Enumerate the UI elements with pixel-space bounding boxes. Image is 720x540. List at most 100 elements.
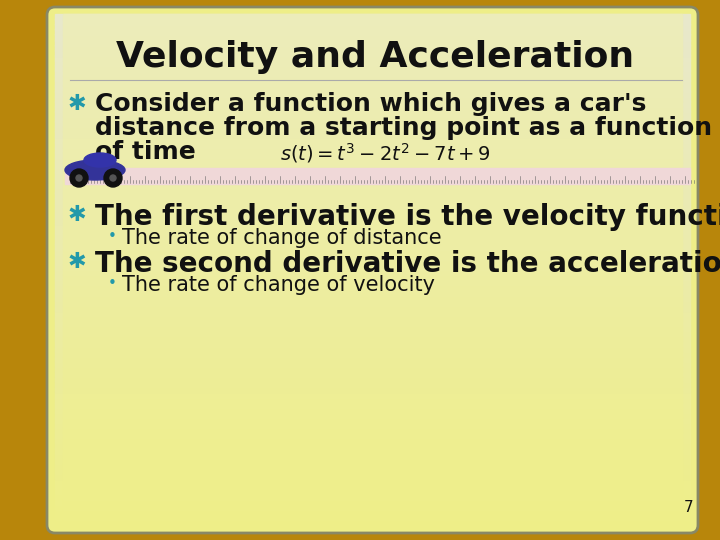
Bar [63,65,682,71]
Text: 7: 7 [683,500,693,515]
Bar [55,458,690,464]
Bar [55,14,690,20]
Bar [55,356,690,362]
Bar [55,244,690,249]
Bar [55,279,690,285]
Bar [63,264,682,270]
Text: •: • [108,276,117,291]
Bar [55,248,690,255]
Bar [63,50,682,56]
Bar [63,458,682,464]
Bar [63,488,682,495]
Bar [63,254,682,260]
Bar [55,85,690,91]
Bar [63,233,682,239]
Bar [55,254,690,260]
Bar [55,137,690,143]
Bar [63,137,682,143]
Bar [55,39,690,45]
Bar [63,152,682,158]
Bar [55,407,690,413]
Bar [63,335,682,341]
Bar [63,478,682,484]
Bar [63,463,682,469]
Bar [55,514,690,520]
Bar [55,442,690,449]
Text: of time: of time [95,140,196,164]
Bar [55,361,690,367]
Circle shape [110,175,116,181]
Bar [63,279,682,285]
Bar [63,402,682,408]
Bar [55,468,690,474]
Bar [63,80,682,86]
Bar [55,294,690,301]
Bar [63,392,682,397]
Bar [55,310,690,316]
Bar [55,75,690,82]
Bar [55,478,690,484]
Bar [55,289,690,295]
Bar [63,448,682,454]
Bar [63,284,682,291]
Bar [63,218,682,224]
Text: •: • [108,229,117,244]
Bar [63,274,682,280]
Bar [63,55,682,61]
Bar [63,346,682,352]
Bar [63,504,682,510]
Bar [55,402,690,408]
Bar [63,202,682,209]
Bar [55,473,690,479]
Bar [55,504,690,510]
Bar [55,453,690,458]
Bar [63,376,682,382]
Bar [55,392,690,397]
Bar [55,366,690,372]
Bar [55,65,690,71]
Bar [63,361,682,367]
Bar [55,412,690,418]
Bar [63,494,682,500]
Bar [55,381,690,387]
Bar [55,320,690,326]
Bar [55,238,690,245]
Bar [63,340,682,347]
Bar [63,213,682,219]
Bar [55,483,690,489]
Bar [55,259,690,265]
Bar [63,111,682,117]
Bar [55,96,690,102]
Bar [63,24,682,30]
Bar [55,346,690,352]
Bar [63,269,682,275]
Bar [55,437,690,443]
Bar [63,442,682,449]
Bar [55,100,690,107]
Bar [63,228,682,234]
Bar [55,116,690,122]
Bar [63,167,682,173]
Bar [63,91,682,97]
Bar [55,146,690,153]
Bar [63,131,682,137]
Bar [55,162,690,168]
Bar [63,45,682,51]
Bar [63,473,682,479]
Text: The rate of change of velocity: The rate of change of velocity [122,275,435,295]
Bar [63,305,682,311]
Bar [65,168,690,184]
Bar [63,19,682,25]
Bar [63,289,682,295]
Bar [55,432,690,438]
Text: Consider a function which gives a car's: Consider a function which gives a car's [95,92,647,116]
Bar [63,315,682,321]
Bar [63,396,682,403]
Bar [63,177,682,183]
Bar [55,35,690,40]
Bar [55,213,690,219]
Bar [55,448,690,454]
Circle shape [104,169,122,187]
Text: The first derivative is the velocity function: The first derivative is the velocity fun… [95,203,720,231]
Bar [55,15,690,95]
